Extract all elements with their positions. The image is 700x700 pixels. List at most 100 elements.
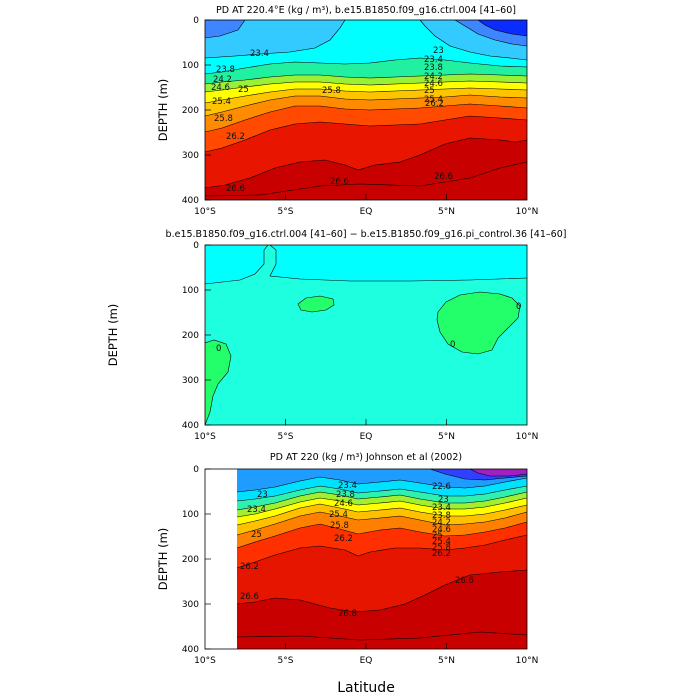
- p1-clabel: 23: [433, 46, 444, 56]
- p3-clabel: 26.2: [334, 534, 353, 544]
- p2-ytick: 400: [182, 421, 199, 431]
- p1-clabel: 23.4: [250, 49, 269, 59]
- p1-clabel: 24.6: [424, 79, 443, 89]
- p1-clabel: 24.6: [211, 83, 230, 93]
- p3-clabel: 26.2: [432, 549, 451, 559]
- p1-clabel: 25.4: [424, 95, 443, 105]
- p3-clabel: 25.4: [432, 537, 451, 547]
- p3-ytick: 100: [182, 510, 199, 520]
- p1-clabel: 25.4: [212, 97, 231, 107]
- p1-clabel: 26.6: [434, 172, 453, 182]
- p1-ytick: 300: [182, 151, 199, 161]
- p1-ytick: 200: [182, 106, 199, 116]
- p3-clabel: 24.6: [334, 499, 353, 509]
- p1-band-23-4: [205, 20, 527, 60]
- p1-clabel: 26.6: [226, 184, 245, 194]
- p2-clabel: 0: [216, 344, 221, 354]
- panel-2-ticks: [205, 244, 447, 426]
- p3-clabel: 25.4: [329, 510, 348, 520]
- p2-xtick: 10°S: [194, 432, 216, 442]
- panel-2-contour-labels: 0 0 0: [216, 302, 521, 354]
- p1-clabel: 23.4: [424, 55, 443, 65]
- p3-clabel: 23.8: [336, 490, 355, 500]
- p1-clabel: 23.8: [216, 65, 235, 75]
- p1-clabel: 24.2: [213, 75, 232, 85]
- p3-clabel: 23.4: [432, 503, 451, 513]
- p1-clabel: 26.2: [425, 99, 444, 109]
- p3-ytick: 200: [182, 555, 199, 565]
- p2-xtick: 5°N: [438, 432, 455, 442]
- p1-clabel: 25: [238, 85, 249, 95]
- p1-xtick: 10°S: [194, 207, 216, 217]
- p1-contour-lines: [205, 20, 527, 197]
- p3-clabel: 23.8: [432, 511, 451, 521]
- panel-1: PD AT 220.4°E (kg / m³), b.e15.B1850.f09…: [156, 5, 538, 217]
- p2-clabel: 0: [516, 302, 521, 312]
- p2-clabel: 0: [450, 340, 455, 350]
- panel-3-title: PD AT 220 (kg / m³) Johnson et al (2002): [270, 452, 462, 463]
- p3-clabel: 23.4: [338, 481, 357, 491]
- p2-band-upper: [205, 245, 527, 284]
- p1-clabel: 26.6: [330, 177, 349, 187]
- p1-clabel: 25.8: [214, 114, 233, 124]
- p2-blob-small: [298, 296, 334, 312]
- p2-ytick: 100: [182, 286, 199, 296]
- p3-xtick: 10°S: [194, 656, 216, 666]
- p3-clabel: 25: [432, 531, 443, 541]
- panel-3-ylabel: DEPTH (m): [156, 528, 170, 591]
- panel-1-title: PD AT 220.4°E (kg / m³), b.e15.B1850.f09…: [216, 5, 516, 16]
- panel-3-contour-labels: 23 23.4 25 26.2 26.6 26.8 23.4 23.8 24.6…: [240, 481, 474, 619]
- p1-xtick: 5°S: [278, 207, 294, 217]
- p3-clabel: 26.6: [455, 576, 474, 586]
- p3-clabel: 26.8: [338, 609, 357, 619]
- p1-clabel: 23.8: [424, 63, 443, 73]
- p2-xtick: EQ: [360, 432, 373, 442]
- panel-3-xlabel: Latitude: [337, 680, 395, 696]
- p3-ytick: 300: [182, 600, 199, 610]
- panel-2-title: b.e15.B1850.f09_g16.ctrl.004 [41–60] − b…: [166, 229, 567, 240]
- panel-2-field: [205, 245, 527, 425]
- p3-clabel: 26.6: [240, 592, 259, 602]
- p3-clabel: 25.8: [330, 521, 349, 531]
- p1-band-22-6: [478, 20, 527, 36]
- p1-ytick: 400: [182, 196, 199, 206]
- panel-1-field: [205, 20, 527, 200]
- p1-xtick: EQ: [360, 207, 373, 217]
- p1-ytick: 0: [193, 16, 199, 26]
- p3-clabel: 26.2: [240, 562, 259, 572]
- p3-clabel: 22.6: [432, 482, 451, 492]
- p1-clabel: 24.2: [424, 72, 443, 82]
- p1-ytick: 100: [182, 61, 199, 71]
- panel-3-field: [236, 469, 527, 649]
- p3-band-22-6: [470, 469, 527, 476]
- p3-clabel: 23: [257, 490, 268, 500]
- p3-clabel: 24.6: [432, 525, 451, 535]
- p1-clabel: 26.2: [226, 132, 245, 142]
- panel-1-ylabel: DEPTH (m): [156, 79, 170, 142]
- p3-xtick: EQ: [360, 656, 373, 666]
- p3-xtick: 5°N: [438, 656, 455, 666]
- p2-xtick: 10°N: [516, 432, 539, 442]
- panel-1-contour-labels: 23.4 23.8 24.2 24.6 25 25.4 25.8 26.2 26…: [211, 46, 453, 194]
- p3-contour-lines: [236, 469, 527, 641]
- panel-1-ticks: [205, 19, 447, 201]
- panel-2: b.e15.B1850.f09_g16.ctrl.004 [41–60] − b…: [106, 229, 566, 442]
- p3-clabel: 23.4: [247, 505, 266, 515]
- p3-ytick: 0: [193, 465, 199, 475]
- p2-blob-east: [437, 292, 520, 354]
- p1-clabel: 25: [424, 86, 435, 96]
- p2-contour-lines: [205, 245, 527, 425]
- p2-xtick: 5°S: [278, 432, 294, 442]
- p3-clabel: 25.8: [432, 543, 451, 553]
- p3-ytick: 400: [182, 645, 199, 655]
- p2-ytick: 300: [182, 376, 199, 386]
- panel-3-ticks: [205, 468, 447, 650]
- p3-xtick: 10°N: [516, 656, 539, 666]
- panel-2-ylabel: DEPTH (m): [106, 304, 120, 367]
- p1-xtick: 10°N: [516, 207, 539, 217]
- p1-clabel: 25.8: [322, 86, 341, 96]
- p1-xtick: 5°N: [438, 207, 455, 217]
- p3-clabel: 25: [251, 530, 262, 540]
- p2-ytick: 200: [182, 331, 199, 341]
- p3-xtick: 5°S: [278, 656, 294, 666]
